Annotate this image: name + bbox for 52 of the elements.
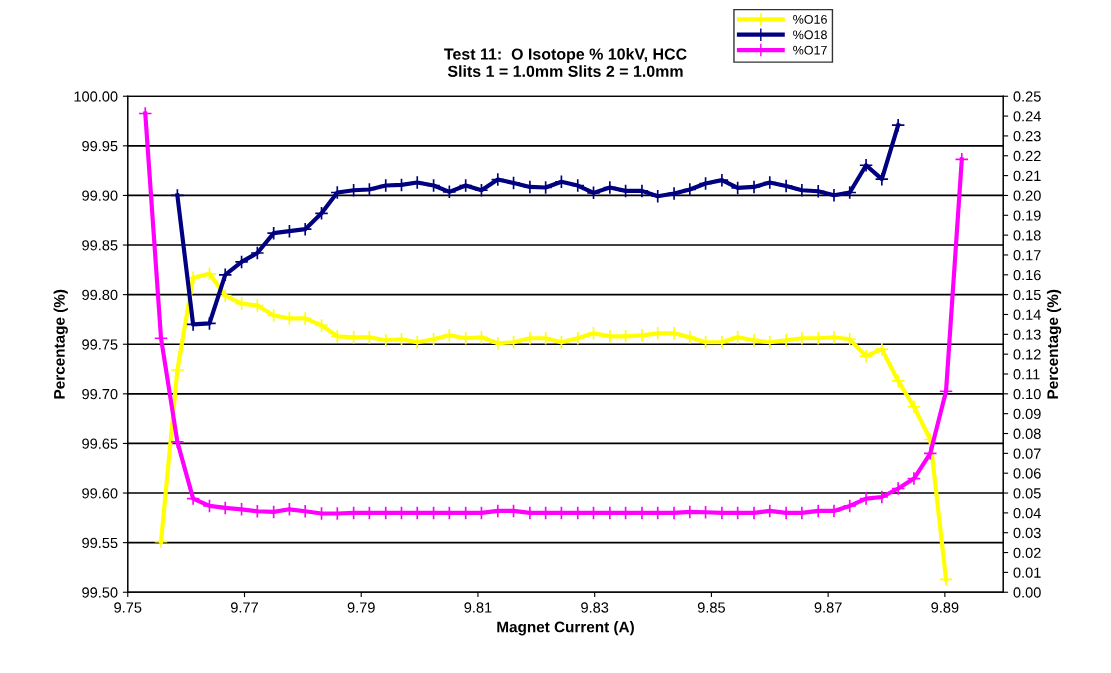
x-tick-label: 9.79 — [347, 602, 375, 613]
y2-tick-label: 0.23 — [1013, 131, 1041, 142]
x-tick-label: 9.81 — [464, 602, 492, 613]
y2-tick-label: 0.13 — [1013, 329, 1041, 340]
y2-axis-title: Percentage (%) — [1046, 289, 1062, 399]
x-tick-label: 9.89 — [931, 602, 959, 613]
y2-tick-label: 0.19 — [1013, 210, 1041, 221]
y-tick-label: 99.60 — [82, 488, 118, 499]
y2-tick-label: 0.07 — [1013, 448, 1041, 459]
y2-tick-label: 0.24 — [1013, 111, 1041, 122]
y2-tick-label: 0.20 — [1013, 190, 1041, 201]
y2-tick-label: 0.22 — [1013, 150, 1041, 162]
y2-tick-label: 0.08 — [1013, 428, 1041, 439]
y2-tick-label: 0.16 — [1013, 269, 1041, 281]
y-tick-label: 99.70 — [82, 388, 118, 400]
y2-tick-label: 0.00 — [1013, 587, 1041, 598]
y2-tick-label: 0.14 — [1013, 309, 1041, 320]
y2-tick-label: 0.09 — [1013, 408, 1041, 420]
x-tick-label: 9.85 — [697, 602, 725, 613]
y-tick-label: 99.50 — [82, 587, 118, 598]
y2-tick-label: 0.03 — [1013, 527, 1041, 539]
y-tick-label: 99.80 — [82, 289, 118, 301]
x-tick-label: 9.83 — [581, 602, 609, 613]
y2-tick-label: 0.12 — [1013, 349, 1041, 360]
y2-tick-label: 0.04 — [1013, 507, 1041, 519]
legend-label: %O18 — [793, 30, 827, 40]
y2-tick-label: 0.21 — [1013, 170, 1041, 182]
x-tick-label: 9.87 — [814, 602, 842, 613]
y2-tick-label: 0.17 — [1013, 250, 1041, 261]
y2-tick-label: 0.15 — [1013, 289, 1041, 301]
y2-tick-label: 0.10 — [1013, 388, 1041, 400]
y2-tick-label: 0.18 — [1013, 230, 1041, 241]
x-tick-label: 9.77 — [230, 602, 258, 613]
legend-label: %O17 — [793, 45, 827, 55]
legend-label: %O16 — [793, 14, 827, 24]
y-tick-label: 99.75 — [82, 339, 118, 350]
chart-title: Test 11: O Isotope % 10kV, HCC Slits 1 = 1.0mm Slits 2 = 1.0mm — [444, 48, 687, 77]
y-tick-label: 99.55 — [82, 537, 118, 549]
y2-tick-label: 0.25 — [1013, 91, 1041, 102]
y-tick-label: 100.00 — [74, 91, 118, 102]
y2-tick-label: 0.11 — [1013, 369, 1040, 380]
y2-tick-label: 0.05 — [1013, 488, 1041, 499]
y-axis-title: Percentage (%) — [53, 289, 68, 399]
y-tick-label: 99.65 — [82, 438, 118, 449]
x-tick-label: 9.75 — [114, 602, 142, 613]
y-tick-label: 99.90 — [82, 190, 118, 201]
y2-tick-label: 0.06 — [1013, 468, 1041, 479]
x-axis-title: Magnet Current (A) — [497, 621, 634, 636]
y-tick-label: 99.95 — [82, 140, 118, 152]
y2-tick-label: 0.02 — [1013, 547, 1041, 558]
y2-tick-label: 0.01 — [1013, 567, 1041, 578]
y-tick-label: 99.85 — [82, 240, 118, 251]
